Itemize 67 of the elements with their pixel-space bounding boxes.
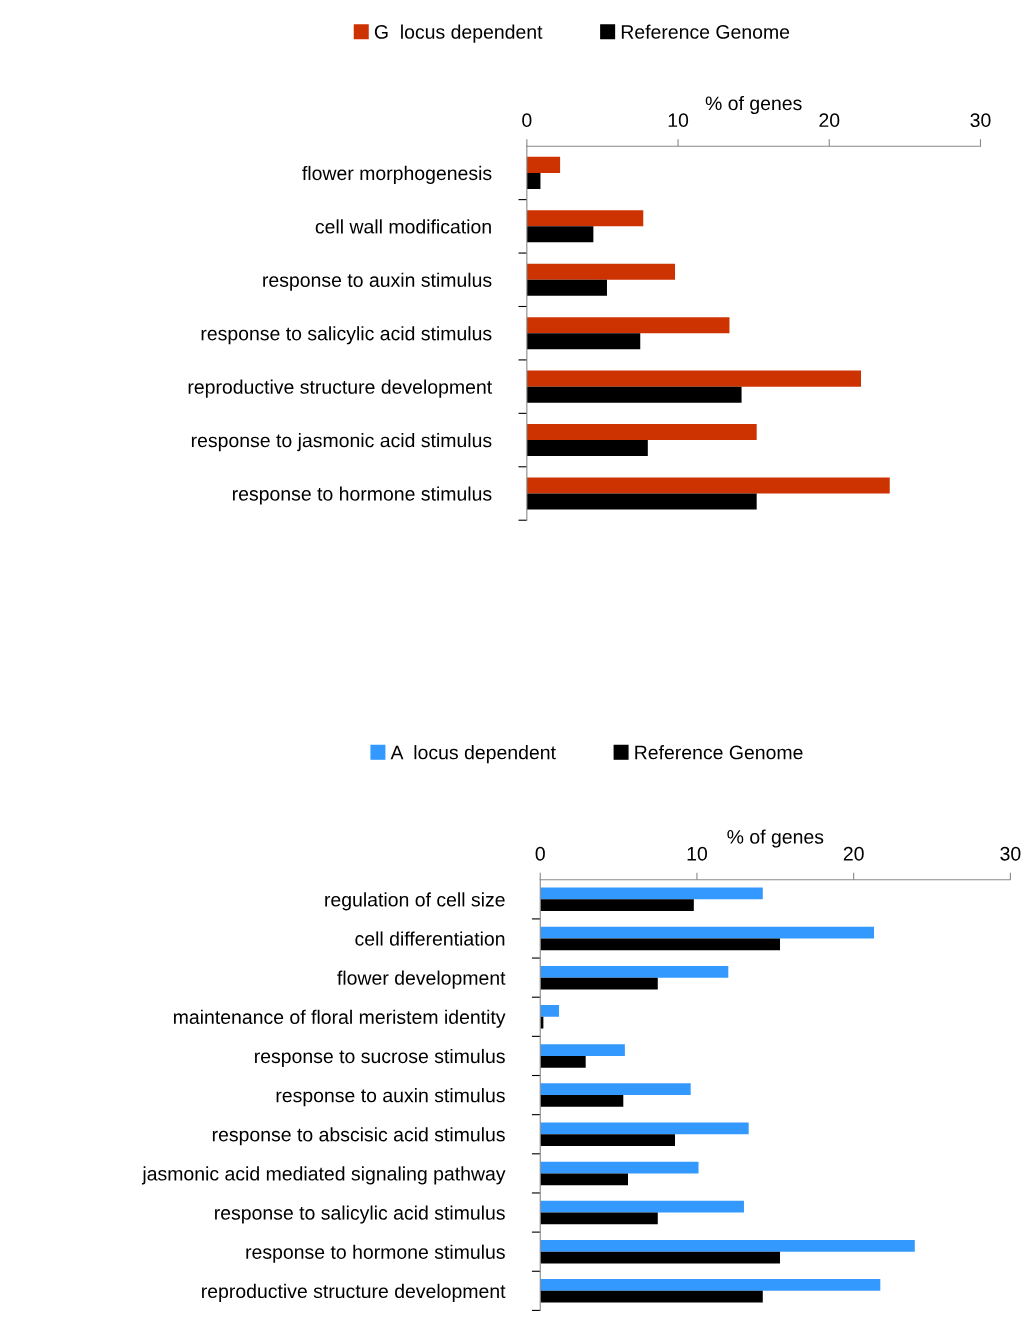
y-tick-label: reproductive structure development — [202, 1283, 506, 1302]
bar — [540, 1083, 691, 1096]
bar — [526, 263, 676, 280]
legend-label: G locus dependent — [374, 24, 543, 43]
y-tick-label: maintenance of floral meristem identity — [173, 1009, 506, 1028]
y-tick-label: flower morphogenesis — [302, 165, 492, 184]
x-tick-label: 0 — [522, 113, 532, 128]
x-tick-label: 20 — [819, 113, 840, 128]
bar — [540, 1279, 881, 1291]
bar — [526, 210, 644, 227]
bar — [540, 938, 781, 951]
y-tick-label: cell wall modification — [315, 219, 491, 234]
bar — [540, 1173, 628, 1186]
y-tick-label: cell differentiation — [355, 931, 505, 946]
y-tick-label: response to salicylic acid stimulus — [215, 1205, 505, 1224]
x-tick-label: 10 — [668, 113, 689, 128]
x-tick-label: 30 — [1000, 846, 1021, 861]
bar — [540, 1290, 763, 1303]
bar — [540, 1055, 586, 1068]
y-tick-label: response to abscisic acid stimulus — [212, 1127, 505, 1146]
bar — [540, 1212, 658, 1225]
x-tick-label: 10 — [687, 846, 708, 861]
bar — [526, 477, 890, 494]
bar — [526, 172, 541, 189]
legend-label: A locus dependent — [390, 745, 556, 764]
x-tick-label: 0 — [535, 846, 545, 861]
x-axis-title: % of genes — [727, 829, 824, 848]
bar — [540, 977, 658, 990]
y-tick-label: jasmonic acid mediated signaling pathway — [141, 1166, 506, 1185]
bar — [526, 370, 862, 387]
y-tick-label: reproductive structure development — [188, 379, 492, 398]
bar — [540, 887, 763, 900]
bar — [526, 317, 730, 334]
bar — [526, 440, 648, 457]
bar — [526, 226, 594, 243]
bar — [540, 1134, 676, 1146]
bar — [540, 1239, 915, 1252]
bar — [526, 386, 742, 403]
bar — [540, 1044, 625, 1056]
bar — [540, 899, 694, 912]
y-tick-label: response to auxin stimulus — [276, 1088, 505, 1107]
bar — [540, 1200, 744, 1213]
bar — [540, 1095, 624, 1107]
y-tick-label: flower development — [337, 970, 506, 989]
x-axis-title: % of genes — [705, 95, 802, 115]
bar — [540, 1122, 749, 1135]
bar — [526, 156, 561, 173]
bar — [526, 424, 757, 441]
bar — [540, 1005, 560, 1017]
bar — [526, 333, 641, 350]
y-tick-label: response to jasmonic acid stimulus — [191, 433, 492, 452]
y-tick-label: response to hormone stimulus — [232, 486, 492, 505]
x-tick-label: 30 — [970, 113, 991, 128]
bar — [540, 1161, 699, 1174]
bar — [540, 965, 729, 978]
legend-label: Reference Genome — [635, 745, 803, 760]
x-tick-label: 20 — [843, 846, 864, 861]
y-tick-label: response to salicylic acid stimulus — [201, 326, 492, 345]
bar — [540, 1251, 781, 1264]
bar — [526, 279, 607, 296]
legend-label: Reference Genome — [621, 24, 790, 39]
y-tick-label: response to hormone stimulus — [246, 1244, 505, 1263]
bar — [540, 926, 875, 939]
y-tick-label: response to sucrose stimulus — [255, 1048, 505, 1068]
bar — [526, 493, 757, 510]
y-tick-label: response to auxin stimulus — [263, 272, 492, 291]
y-tick-label: regulation of cell size — [325, 892, 505, 911]
